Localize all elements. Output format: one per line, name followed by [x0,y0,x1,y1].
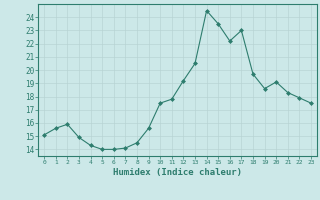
X-axis label: Humidex (Indice chaleur): Humidex (Indice chaleur) [113,168,242,177]
